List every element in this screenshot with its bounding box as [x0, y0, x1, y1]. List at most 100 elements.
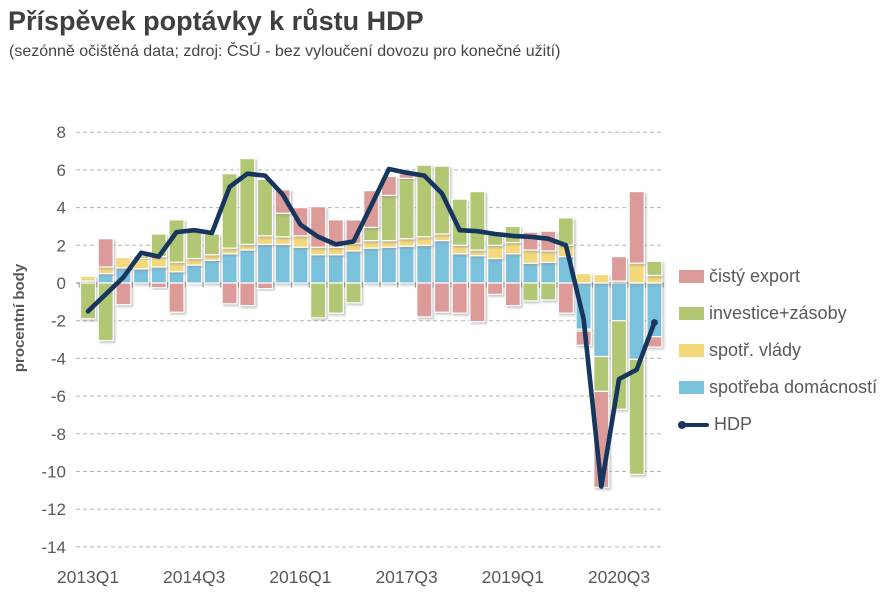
legend-label: spotřeba domácností — [709, 377, 878, 397]
bar-segment-households — [97, 272, 114, 284]
bar-segment-investment — [540, 282, 557, 301]
bar-segment-net_export — [274, 189, 291, 214]
bar-segment-households — [593, 282, 610, 358]
legend-item: čistý export — [679, 266, 877, 287]
bar-segment-households — [628, 282, 645, 360]
bar-segment-net_export — [256, 282, 274, 290]
bar-segment-government — [487, 244, 504, 260]
bar-segment-households — [345, 250, 362, 284]
bar-segment-investment — [398, 177, 415, 240]
y-tick-label: -10 — [41, 463, 66, 482]
bar-segment-investment — [416, 164, 433, 238]
bar-segment-government — [274, 236, 291, 245]
y-tick-label: 6 — [57, 161, 66, 180]
x-tick-label: 2016Q1 — [269, 567, 331, 587]
bar-segment-investment — [433, 165, 451, 235]
y-tick-label: -6 — [51, 387, 66, 406]
bar-segment-net_export — [504, 282, 521, 307]
bar-segment-households — [274, 243, 291, 284]
x-axis-tick-labels: 2013Q1 2014Q3 2016Q1 2017Q3 2019Q1 2020Q3 — [57, 567, 650, 587]
bar-segment-government — [79, 275, 97, 282]
bar-segment-investment — [363, 226, 380, 242]
bar-segment-investment — [274, 212, 291, 238]
bar-segment-households — [310, 254, 327, 284]
legend-swatch-icon — [679, 270, 704, 283]
bars-government — [79, 233, 663, 284]
bar-segment-investment — [310, 282, 327, 319]
bar-segment-households — [398, 245, 415, 284]
bar-segment-households — [380, 246, 397, 284]
bar-segment-government — [115, 256, 132, 269]
bar-segment-households — [487, 257, 504, 284]
x-tick-label: 2017Q3 — [375, 567, 437, 587]
gridlines — [76, 131, 664, 548]
bar-segment-investment — [610, 320, 628, 410]
hdp-line-endpoint — [651, 319, 658, 326]
legend-swatch-icon — [679, 344, 704, 357]
legend-swatch-icon — [679, 381, 704, 394]
bar-segment-households — [540, 261, 557, 284]
bar-segment-investment — [522, 282, 539, 302]
bar-segment-investment — [203, 233, 220, 256]
bar-segment-government — [433, 233, 451, 242]
bar-segment-government — [469, 249, 486, 257]
x-tick-label: 2020Q3 — [588, 567, 650, 587]
bar-segment-net_export — [469, 282, 486, 323]
bar-segment-government — [380, 239, 397, 248]
bar-segment-net_export — [221, 282, 238, 305]
bar-segment-government — [593, 273, 610, 284]
bar-segment-government — [646, 274, 663, 284]
bar-segment-government — [203, 254, 220, 261]
bar-segment-households — [416, 244, 433, 284]
bar-segment-government — [186, 257, 203, 266]
bar-segment-government — [327, 246, 344, 256]
bar-segment-households — [133, 268, 150, 284]
legend-swatch-icon — [679, 307, 704, 320]
legend-item: investice+zásoby — [679, 303, 877, 324]
bar-segment-net_export — [451, 282, 468, 314]
bars-households — [79, 239, 663, 360]
bar-segment-households — [610, 282, 628, 322]
bar-segment-net_export — [487, 282, 504, 295]
bar-segment-net_export — [186, 282, 203, 285]
bar-segment-net_export — [150, 282, 167, 289]
bar-segment-government — [540, 250, 557, 263]
y-tick-label: 4 — [57, 199, 66, 218]
bar-segment-government — [363, 239, 380, 249]
legend-label: čistý export — [709, 266, 801, 286]
bar-segment-investment — [469, 190, 486, 251]
legend-line-icon — [678, 418, 709, 431]
hdp-line — [85, 166, 657, 489]
bar-segment-investment — [451, 198, 468, 246]
bar-segment-investment — [239, 157, 256, 245]
chart-legend: čistý export investice+zásoby spotř. vlády… — [678, 266, 878, 435]
y-axis-title: procentní body — [11, 263, 28, 372]
bar-segment-net_export — [557, 282, 575, 314]
legend-item: spotř. vlády — [679, 340, 877, 361]
bar-segment-investment — [380, 194, 397, 242]
bar-segment-investment — [593, 355, 610, 392]
bar-segment-investment — [256, 178, 274, 237]
y-tick-label: -12 — [41, 500, 66, 519]
y-tick-label: -8 — [51, 425, 66, 444]
bar-segment-government — [256, 235, 274, 245]
bar-segment-net_export — [628, 190, 645, 264]
bars-investment — [79, 157, 663, 475]
bar-segment-investment — [628, 358, 645, 475]
bar-segment-government — [416, 236, 433, 246]
bar-segment-net_export — [433, 282, 451, 313]
bar-segment-households — [256, 243, 274, 284]
bar-segment-government — [398, 238, 415, 247]
bar-segment-households — [327, 254, 344, 284]
bar-segment-government — [221, 247, 238, 255]
bar-segment-households — [150, 266, 167, 284]
bar-segment-net_export — [610, 256, 628, 282]
bar-segment-investment — [646, 260, 663, 277]
bar-segment-net_export — [416, 282, 433, 318]
legend-label: investice+zásoby — [709, 303, 847, 323]
legend-label: spotř. vlády — [709, 340, 802, 360]
y-tick-label: -4 — [51, 349, 66, 368]
bar-segment-government — [168, 261, 185, 273]
